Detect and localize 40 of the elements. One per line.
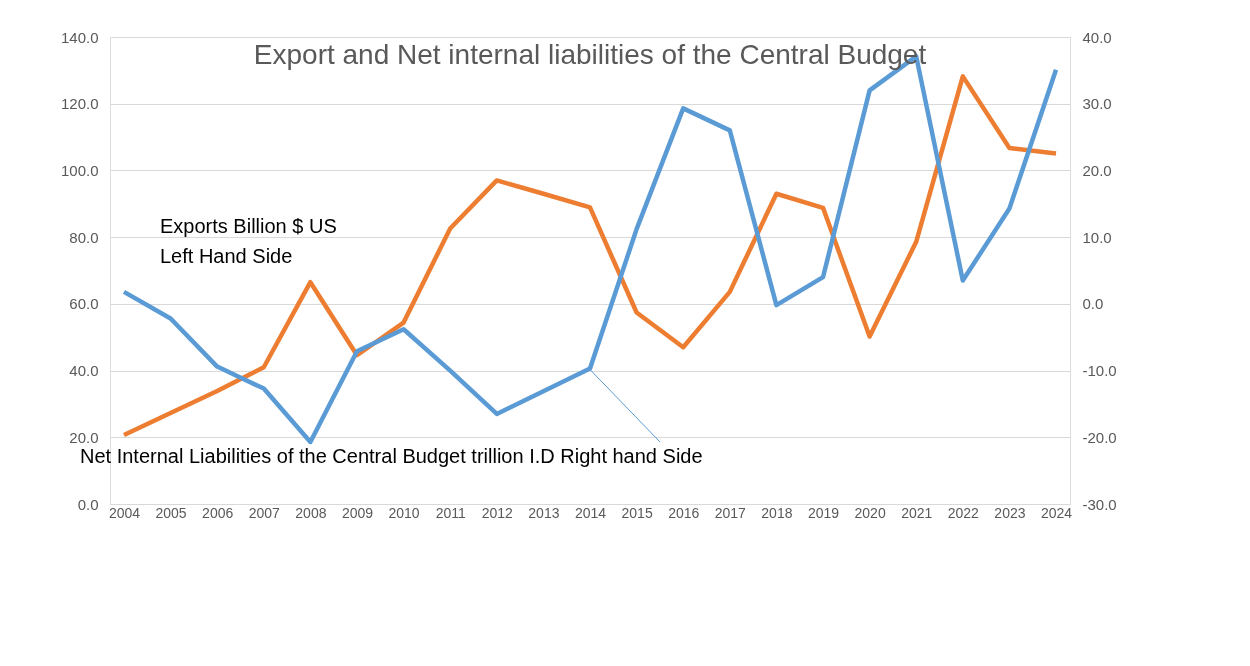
chart-title: Export and Net internal liabilities of the Central Budget bbox=[253, 39, 927, 70]
y-tick-label: 60.0 bbox=[69, 295, 99, 313]
y2-tick-label: -10.0 bbox=[1082, 362, 1117, 380]
x-tick-label: 2018 bbox=[761, 504, 793, 521]
x-tick-label: 2024 bbox=[1040, 504, 1073, 521]
x-tick-label: 2021 bbox=[901, 504, 933, 521]
x-tick-label: 2022 bbox=[947, 504, 980, 521]
y2-tick-label: 20.0 bbox=[1082, 161, 1112, 179]
x-tick-label: 2015 bbox=[621, 504, 653, 521]
y2-tick-label: -20.0 bbox=[1082, 428, 1117, 446]
y2-tick-label: -30.0 bbox=[1082, 495, 1117, 513]
y-tick-label: 100.0 bbox=[60, 161, 99, 179]
x-tick-label: 2010 bbox=[388, 504, 420, 521]
x-tick-label: 2023 bbox=[994, 504, 1026, 521]
y2-tick-label: 10.0 bbox=[1082, 228, 1112, 246]
x-tick-label: 2012 bbox=[481, 504, 514, 521]
x-tick-label: 2011 bbox=[435, 504, 466, 521]
annotation: Net Internal Liabilities of the Central Budget trillion I.D Right hand Side bbox=[80, 445, 703, 467]
x-tick-label: 2020 bbox=[854, 504, 886, 521]
y-tick-label: 120.0 bbox=[60, 95, 99, 113]
y-tick-label: 20.0 bbox=[69, 428, 99, 446]
x-tick-label: 2004 bbox=[108, 504, 141, 521]
y2-tick-label: 0.0 bbox=[1082, 295, 1104, 313]
x-tick-label: 2006 bbox=[202, 504, 234, 521]
y-tick-label: 80.0 bbox=[69, 228, 99, 246]
y-tick-label: 0.0 bbox=[77, 495, 99, 513]
y-tick-label: 40.0 bbox=[69, 362, 99, 380]
x-tick-label: 2008 bbox=[295, 504, 327, 521]
x-tick-label: 2009 bbox=[341, 504, 374, 521]
x-tick-label: 2017 bbox=[714, 504, 747, 521]
y-tick-label: 140.0 bbox=[60, 28, 99, 46]
x-tick-label: 2005 bbox=[155, 504, 187, 521]
x-tick-label: 2013 bbox=[528, 504, 560, 521]
y2-tick-label: 40.0 bbox=[1082, 28, 1112, 46]
x-tick-label: 2007 bbox=[248, 504, 281, 521]
x-tick-label: 2014 bbox=[574, 504, 607, 521]
x-tick-label: 2019 bbox=[807, 504, 840, 521]
x-tick-label: 2016 bbox=[668, 504, 700, 521]
annotation: Exports Billion $ US Left Hand Side bbox=[160, 215, 337, 267]
y2-tick-label: 30.0 bbox=[1082, 95, 1112, 113]
